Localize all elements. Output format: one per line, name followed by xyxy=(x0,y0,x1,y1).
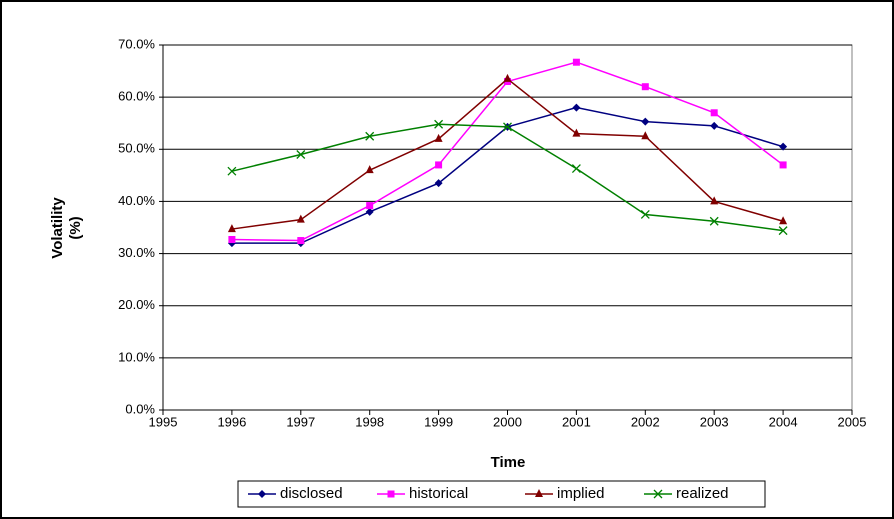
marker xyxy=(435,161,443,169)
marker xyxy=(434,179,443,188)
marker xyxy=(779,161,787,169)
marker xyxy=(365,131,375,141)
marker xyxy=(779,216,788,225)
x-tick-label: 1995 xyxy=(149,414,178,429)
x-tick-label: 2004 xyxy=(769,414,798,429)
plot-area xyxy=(162,44,853,411)
y-axis-title: (%) xyxy=(67,216,84,239)
y-tick-label: 10.0% xyxy=(118,349,155,364)
legend-marker xyxy=(387,490,395,498)
x-tick-label: 1998 xyxy=(355,414,384,429)
marker xyxy=(365,207,374,216)
legend-label: implied xyxy=(557,485,605,502)
x-tick-label: 1999 xyxy=(424,414,453,429)
marker xyxy=(572,128,581,137)
x-tick-label: 1996 xyxy=(217,414,246,429)
y-tick-label: 70.0% xyxy=(118,36,155,51)
marker xyxy=(366,202,374,210)
legend xyxy=(237,480,766,508)
y-tick-label: 30.0% xyxy=(118,245,155,260)
marker xyxy=(571,164,581,174)
y-tick-label: 0.0% xyxy=(125,401,155,416)
x-tick-label: 1997 xyxy=(286,414,315,429)
marker xyxy=(296,214,305,223)
y-tick-label: 40.0% xyxy=(118,193,155,208)
marker xyxy=(227,166,237,176)
marker xyxy=(710,121,719,130)
marker xyxy=(228,235,236,243)
marker xyxy=(572,58,580,66)
legend-marker xyxy=(535,489,543,497)
marker xyxy=(640,210,650,219)
marker xyxy=(641,83,649,91)
y-tick-label: 50.0% xyxy=(118,141,155,156)
marker xyxy=(641,131,650,140)
x-tick-label: 2002 xyxy=(631,414,660,429)
marker xyxy=(710,109,718,117)
x-tick-label: 2003 xyxy=(700,414,729,429)
y-axis-title: Volatility xyxy=(49,197,66,259)
marker xyxy=(434,133,443,142)
x-tick-label: 2000 xyxy=(493,414,522,429)
marker xyxy=(641,117,650,126)
legend-label: realized xyxy=(676,485,729,502)
legend-marker xyxy=(653,489,663,499)
marker xyxy=(709,216,719,226)
marker xyxy=(503,73,512,82)
marker xyxy=(297,237,305,245)
marker xyxy=(227,224,236,233)
x-tick-label: 2001 xyxy=(562,414,591,429)
y-tick-label: 60.0% xyxy=(118,89,155,104)
marker xyxy=(779,142,788,151)
marker xyxy=(778,226,788,236)
marker xyxy=(710,196,719,205)
marker xyxy=(296,150,306,159)
legend-label: historical xyxy=(409,485,468,502)
legend-marker xyxy=(258,490,266,498)
x-tick-label: 2005 xyxy=(838,414,867,429)
y-tick-label: 20.0% xyxy=(118,297,155,312)
marker xyxy=(365,165,374,174)
marker xyxy=(434,119,444,129)
marker xyxy=(572,103,581,112)
x-axis-title: Time xyxy=(491,454,526,471)
legend-label: disclosed xyxy=(280,485,343,502)
marker xyxy=(503,122,512,132)
